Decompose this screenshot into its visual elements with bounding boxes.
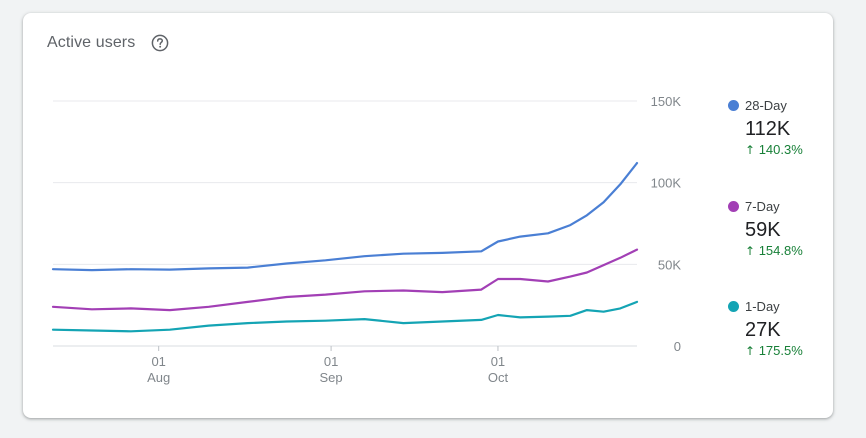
- x-tick-day: 01: [324, 354, 338, 369]
- legend-dot: [728, 201, 739, 212]
- x-tick-month: Sep: [320, 370, 343, 385]
- legend-value: 112K: [745, 118, 791, 140]
- y-tick-label: 100K: [651, 176, 682, 191]
- legend-value: 27K: [745, 319, 781, 341]
- legend-item-28-day[interactable]: 28-Day 112K ↑ 140.3%: [728, 98, 803, 157]
- gridlines: [53, 100, 637, 347]
- legend-value: 59K: [745, 219, 781, 241]
- series-line-7-day: [51, 248, 639, 312]
- x-tick-day: 01: [151, 354, 165, 369]
- legend-dot: [728, 100, 739, 111]
- change-percent: 175.5%: [758, 343, 803, 358]
- series-line-1-day: [51, 300, 639, 333]
- y-tick-label: 0: [674, 339, 681, 354]
- legend-dot: [728, 301, 739, 312]
- arrow-up-icon: ↑: [745, 143, 756, 157]
- y-tick-label: 50K: [658, 257, 681, 272]
- legend-change: ↑ 140.3%: [728, 142, 803, 157]
- series-lines: [51, 162, 639, 333]
- x-tick-day: 01: [491, 354, 505, 369]
- legend-item-1-day[interactable]: 1-Day 27K ↑ 175.5%: [728, 299, 803, 358]
- change-percent: 154.8%: [758, 243, 803, 258]
- x-tick-month: Oct: [488, 370, 509, 385]
- legend-label: 7-Day: [745, 199, 780, 214]
- series-line-28-day: [51, 162, 639, 272]
- arrow-up-icon: ↑: [745, 244, 756, 258]
- legend-label: 1-Day: [745, 299, 780, 314]
- change-percent: 140.3%: [758, 142, 803, 157]
- legend-item-7-day[interactable]: 7-Day 59K ↑ 154.8%: [728, 199, 803, 258]
- help-circle-icon[interactable]: [151, 34, 169, 52]
- legend-change: ↑ 175.5%: [728, 343, 803, 358]
- legend-label: 28-Day: [745, 98, 787, 113]
- active-users-card: Active users 150K 100K 50K 0 01 Aug 01 Sep 01 Oc…: [23, 13, 833, 418]
- legend-change: ↑ 154.8%: [728, 243, 803, 258]
- y-axis-labels: 150K 100K 50K 0: [651, 94, 682, 354]
- y-tick-label: 150K: [651, 94, 682, 109]
- x-tick-month: Aug: [147, 370, 170, 385]
- card-title: Active users: [47, 34, 136, 51]
- arrow-up-icon: ↑: [745, 344, 756, 358]
